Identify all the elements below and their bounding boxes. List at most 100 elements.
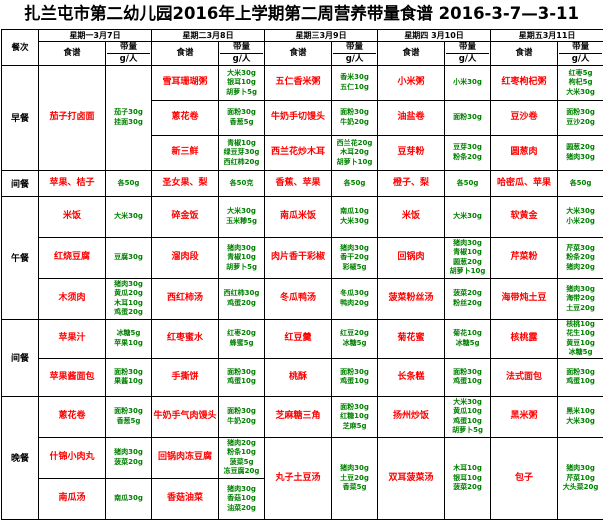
dish-cell: 蔥花卷	[152, 100, 219, 135]
amount-cell: 各50g	[558, 170, 603, 196]
dish-cell: 丸子土豆汤	[265, 437, 332, 519]
amount-line: 挂面30g	[107, 118, 150, 128]
amount-line: 果酱10g	[107, 377, 150, 387]
dish-cell: 肉片香干彩椒	[265, 237, 332, 278]
amount-line: 小米30g	[446, 78, 489, 88]
amount-line: 大米30g	[220, 69, 263, 79]
amount-line: 红豆20g	[333, 329, 376, 339]
header-row-days: 餐次 星期一3月7日 星期二3月8日 星期三3月9日 星期四 3月10日 星期五…	[2, 29, 603, 41]
amount-line: 猪肉20g	[559, 263, 602, 273]
amount-line: 胡萝卜5g	[220, 88, 263, 98]
header-amount-col-tue: 带量 g/人	[219, 41, 265, 65]
header-dish-col-fri: 食谱	[491, 41, 558, 65]
amount-line: 牛奶20g	[333, 118, 376, 128]
header-amount-top-tue: 带量	[220, 42, 263, 54]
amount-line: 猪肉30g	[220, 485, 263, 495]
dish-cell: 碎金饭	[152, 196, 219, 237]
dish-cell: 小米粥	[378, 65, 445, 100]
amount-cell: 各50克	[219, 170, 265, 196]
amount-line: 西红柿30g	[220, 289, 263, 299]
amount-cell: 大米30g	[445, 196, 491, 237]
amount-line: 小米20g	[559, 217, 602, 227]
amount-line: 冰糖5g	[559, 348, 602, 358]
dish-cell: 长条糕	[378, 358, 445, 396]
amount-line: 芹菜30g	[559, 244, 602, 254]
header-amount-top-mon: 带量	[107, 42, 150, 54]
amount-line: 菠菜20g	[446, 483, 489, 493]
amount-line: 香米30g	[333, 73, 376, 83]
dish-cell: 双耳菠菜汤	[378, 437, 445, 519]
amount-line: 银耳10g	[220, 78, 263, 88]
dish-cell: 法式面包	[491, 358, 558, 396]
dish-cell: 蔥花卷	[39, 396, 106, 437]
amount-line: 茄子30g	[107, 108, 150, 118]
dish-cell: 牛奶手切馒头	[265, 100, 332, 135]
amount-line: 香菇10g	[220, 494, 263, 504]
amount-line: 面粉30g	[446, 368, 489, 378]
amount-line: 大米30g	[446, 212, 489, 222]
amount-line: 面粉30g	[220, 368, 263, 378]
amount-line: 豆芽30g	[446, 143, 489, 153]
amount-line: 枸杞5g	[559, 78, 602, 88]
amount-line: 绿豆芽30g	[220, 148, 263, 158]
dish-cell: 南瓜米饭	[265, 196, 332, 237]
amount-line: 苹果10g	[107, 339, 150, 349]
amount-line: 大米30g	[107, 212, 150, 222]
amount-line: 面粉30g	[333, 403, 376, 413]
dish-cell: 苹果、桔子	[39, 170, 106, 196]
amount-line: 油菜20g	[220, 504, 263, 514]
dish-cell: 圣女果、梨	[152, 170, 219, 196]
amount-cell: 面粉30g	[445, 100, 491, 135]
amount-line: 猪肉30g	[107, 280, 150, 290]
dish-cell: 豆芽粉	[378, 135, 445, 170]
amount-line: 鸡蛋10g	[446, 377, 489, 387]
header-dish-col-thu: 食谱	[378, 41, 445, 65]
dish-cell: 冬瓜鸭汤	[265, 278, 332, 319]
dish-cell: 苹果酱面包	[39, 358, 106, 396]
dish-cell: 米饭	[378, 196, 445, 237]
amount-line: 菠菜20g	[107, 458, 150, 468]
amount-line: 菊花10g	[446, 329, 489, 339]
nutrition-menu-table: 餐次 星期一3月7日 星期二3月8日 星期三3月9日 星期四 3月10日 星期五…	[1, 29, 603, 520]
amount-line: 面粉30g	[559, 368, 602, 378]
header-amount-col-fri: 带量 g/人	[558, 41, 603, 65]
dish-cell: 新三鲜	[152, 135, 219, 170]
dish-cell: 油盐卷	[378, 100, 445, 135]
amount-line: 西红柿20g	[220, 158, 263, 168]
dish-cell: 哈密瓜、苹果	[491, 170, 558, 196]
amount-line: 西兰花20g	[333, 139, 376, 149]
amount-line: 冰糖5g	[333, 339, 376, 349]
amount-cell: 各50g	[106, 170, 152, 196]
amount-line: 胡萝卜10g	[446, 267, 489, 277]
amount-line: 鸡蛋10g	[446, 417, 489, 427]
amount-line: 黑米10g	[559, 407, 602, 417]
header-amount-bottom-fri: g/人	[559, 54, 602, 65]
amount-line: 核桃10g	[559, 320, 602, 330]
amount-line: 面粉30g	[220, 108, 263, 118]
amount-line: 豆腐30g	[107, 253, 150, 263]
meal-label-cell: 间餐	[2, 319, 39, 396]
dish-cell: 红豆羹	[265, 319, 332, 358]
dish-cell: 手撕饼	[152, 358, 219, 396]
meal-label-cell: 间餐	[2, 170, 39, 196]
meal-label-cell: 晚餐	[2, 396, 39, 519]
amount-line: 木耳10g	[107, 299, 150, 309]
